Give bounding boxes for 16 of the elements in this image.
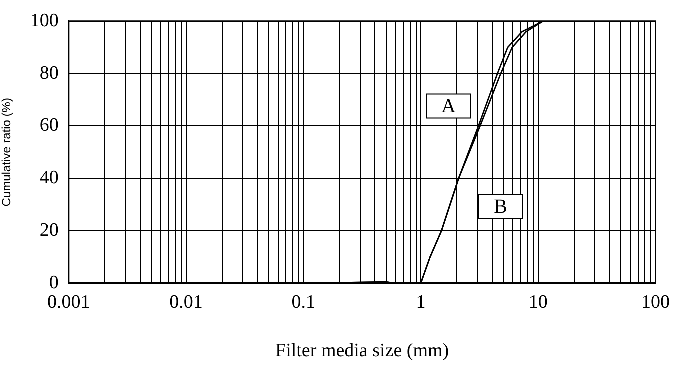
y-tick-label: 80 [40, 62, 59, 84]
y-tick-label: 40 [40, 168, 59, 189]
series-label: A [441, 95, 456, 118]
series-label: B [494, 196, 508, 218]
x-axis-title: Filter media size (mm) [276, 340, 450, 362]
y-tick-label: 100 [30, 10, 59, 32]
x-tick-label: 0.01 [170, 292, 203, 313]
y-axis-title: Cumulative ratio (%) [0, 98, 14, 207]
x-tick-label: 0.001 [48, 292, 90, 313]
y-tick-label: 60 [40, 115, 59, 136]
x-tick-label: 100 [642, 292, 670, 313]
x-tick-label: 10 [528, 292, 548, 313]
y-tick-label: 0 [49, 272, 59, 294]
x-tick-label: 1 [416, 292, 426, 313]
y-tick-label: 20 [40, 220, 59, 241]
x-tick-label: 0.1 [292, 292, 316, 313]
